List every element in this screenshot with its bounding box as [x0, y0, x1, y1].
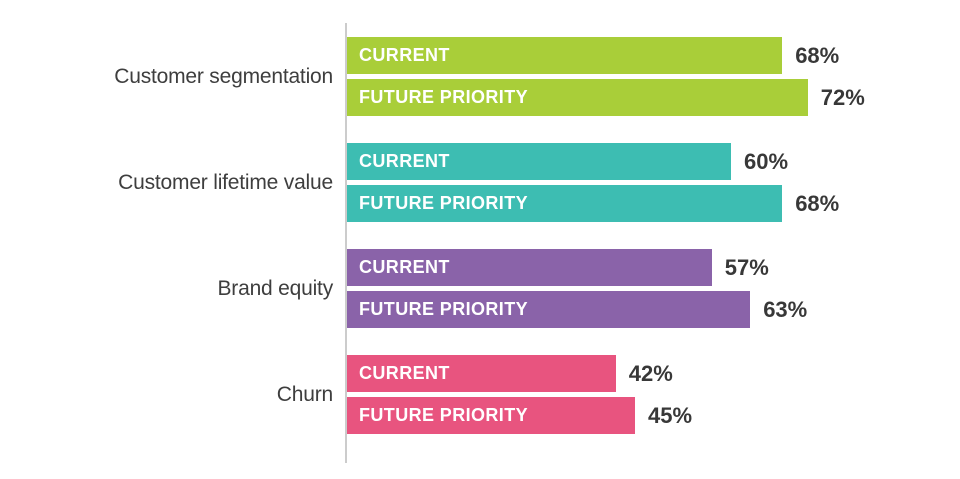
category-bars: CURRENT 68% FUTURE PRIORITY 72%	[347, 37, 865, 121]
series-label: FUTURE PRIORITY	[359, 299, 529, 319]
bar: CURRENT	[347, 355, 616, 392]
value-label: 57%	[724, 254, 769, 280]
category-label: Brand equity	[217, 276, 333, 300]
category-bars: CURRENT 60% FUTURE PRIORITY 68%	[347, 143, 839, 227]
bar-row: CURRENT 60%	[347, 143, 839, 180]
bar-row: CURRENT 68%	[347, 37, 865, 74]
value-label: 68%	[795, 42, 840, 68]
bar: FUTURE PRIORITY	[347, 397, 635, 434]
category-bars: CURRENT 42% FUTURE PRIORITY 45%	[347, 355, 692, 439]
value-label: 60%	[744, 148, 789, 174]
series-label: FUTURE PRIORITY	[359, 87, 529, 107]
y-axis-line	[345, 23, 347, 463]
value-label: 72%	[820, 84, 865, 110]
series-label: CURRENT	[359, 257, 450, 277]
bar: FUTURE PRIORITY	[347, 291, 751, 328]
series-label: FUTURE PRIORITY	[359, 405, 529, 425]
value-label: 45%	[648, 402, 693, 428]
category-bars: CURRENT 57% FUTURE PRIORITY 63%	[347, 249, 807, 333]
bar-row: CURRENT 57%	[347, 249, 807, 286]
bar-row: FUTURE PRIORITY 45%	[347, 397, 692, 434]
category-label: Churn	[276, 382, 333, 406]
value-label: 63%	[763, 296, 808, 322]
bar-row: FUTURE PRIORITY 72%	[347, 79, 865, 116]
bar: CURRENT	[347, 249, 712, 286]
category-group: Churn CURRENT 42% FUTURE PRIORITY 45%	[0, 355, 960, 434]
bar: FUTURE PRIORITY	[347, 79, 808, 116]
bar: CURRENT	[347, 37, 783, 74]
category-label: Customer segmentation	[114, 64, 333, 88]
category-group: Customer segmentation CURRENT 68% FUTURE…	[0, 37, 960, 116]
bar-row: CURRENT 42%	[347, 355, 692, 392]
series-label: FUTURE PRIORITY	[359, 193, 529, 213]
series-label: CURRENT	[359, 151, 450, 171]
value-label: 68%	[795, 190, 840, 216]
bar-row: FUTURE PRIORITY 68%	[347, 185, 839, 222]
series-label: CURRENT	[359, 45, 450, 65]
category-group: Brand equity CURRENT 57% FUTURE PRIORITY…	[0, 249, 960, 328]
value-label: 42%	[628, 360, 673, 386]
category-label: Customer lifetime value	[118, 170, 333, 194]
category-group: Customer lifetime value CURRENT 60% FUTU…	[0, 143, 960, 222]
bar-row: FUTURE PRIORITY 63%	[347, 291, 807, 328]
bar: FUTURE PRIORITY	[347, 185, 783, 222]
series-label: CURRENT	[359, 363, 450, 383]
bar: CURRENT	[347, 143, 731, 180]
